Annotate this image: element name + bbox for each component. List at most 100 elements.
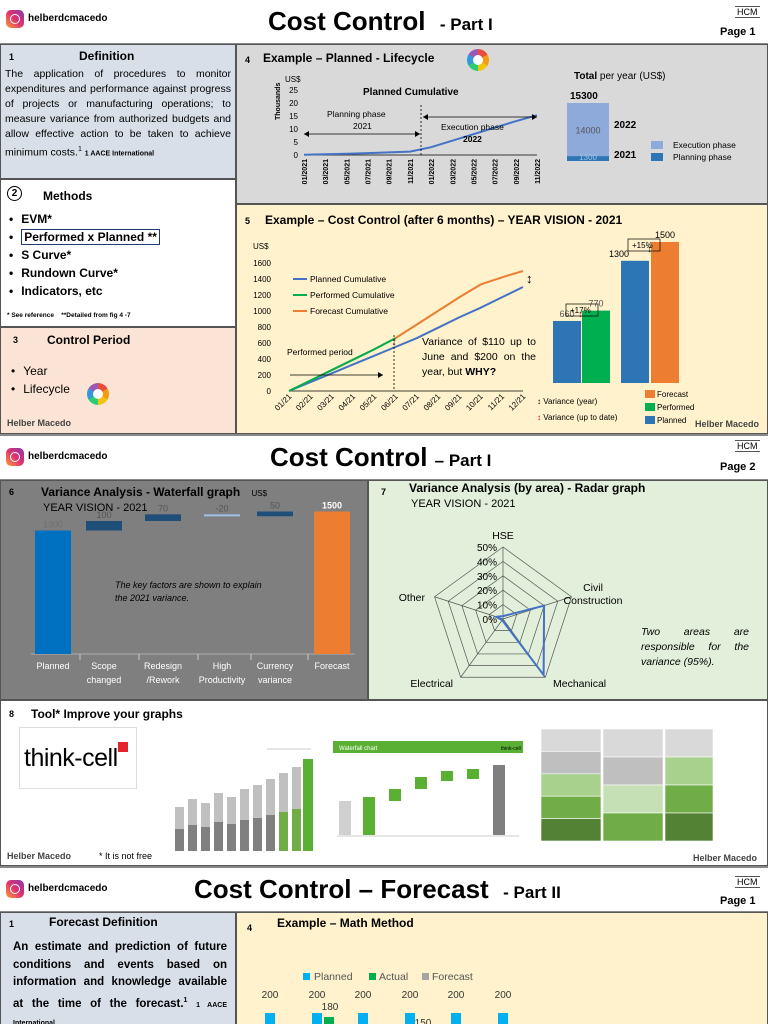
thumb-segment <box>602 812 664 842</box>
waterfall-bar <box>204 514 240 517</box>
legend-exec: Execution phase <box>673 140 736 150</box>
thumbnail-stacked-bars <box>165 739 325 859</box>
thumb-bar <box>467 769 479 779</box>
y-tick-label: 800 <box>258 323 272 332</box>
panel-title: Control Period <box>47 333 131 347</box>
thumb-segment <box>541 773 602 797</box>
waterfall-value-label: 50 <box>270 501 280 511</box>
radar-note: Two areas are responsible for the varian… <box>641 626 749 668</box>
waterfall-chart: 1300 Planned 100 Scope changed 70 Redesign/Rew… <box>31 501 355 685</box>
bar-2021 <box>567 156 609 161</box>
panel-number: 1 <box>9 52 15 62</box>
instagram-handle[interactable]: helberdcmacedo <box>28 451 108 462</box>
radar-ring-label: 20% <box>477 586 497 597</box>
planning-phase-label: Planning phase <box>327 109 386 119</box>
x-tick-label: 09/2022 <box>514 159 521 184</box>
radar-ring <box>447 560 559 666</box>
y-tick-label: 20 <box>289 99 298 108</box>
actual-bar <box>324 1017 334 1024</box>
thumb-bar <box>214 822 223 851</box>
waterfall-note: The key factors are shown to explain the… <box>115 580 262 603</box>
page1-header: helberdcmacedo Cost Control - Part I HCM… <box>0 0 768 44</box>
thumb-segment <box>541 795 602 819</box>
radar-ring-label: 10% <box>477 601 497 612</box>
y-tick-label: 0 <box>267 387 272 396</box>
radar-ring-label: 40% <box>477 557 497 568</box>
method-item: S Curve* <box>9 248 160 262</box>
page-title: Cost Control - Part I <box>268 6 493 37</box>
instagram-handle[interactable]: helberdcmacedo <box>28 13 108 24</box>
author-name: Helber Macedo <box>7 418 72 428</box>
x-tick-label: 01/2022 <box>429 159 436 184</box>
panel-number: 4 <box>247 923 253 933</box>
definition-panel: 1 Definition The application of procedur… <box>0 44 236 179</box>
panel-title: Forecast Definition <box>49 915 158 929</box>
thumb-bar <box>227 824 236 851</box>
radar-spoke <box>460 618 504 678</box>
thumb-segment <box>602 756 664 786</box>
y-tick-label: 0 <box>294 151 299 160</box>
panel-number: 5 <box>245 216 251 226</box>
math-method-chart: Planned Actual Forecast 200 200 200 200 200 2… <box>262 971 512 1024</box>
y-tick-label: 15 <box>289 112 298 121</box>
y-tick-label: 400 <box>258 355 272 364</box>
radar-axis-label: HSE <box>492 530 514 542</box>
actual-value-label: 180 <box>322 1002 339 1013</box>
waterfall-value-label: -20 <box>215 503 228 513</box>
y-tick-label: 1600 <box>253 259 271 268</box>
performed-period-label: Performed period <box>287 347 353 357</box>
control-period-panel: 3 Control Period Year Lifecycle Helber M… <box>0 327 236 434</box>
variance-text: Variance of $110 up to June and $200 on … <box>422 336 536 378</box>
thumb-bar <box>441 771 453 781</box>
panel-title: Example – Cost Control (after 6 months) … <box>265 213 623 227</box>
waterfall-category-label: Forecast <box>314 661 350 671</box>
radar-axis-label: Civil <box>583 582 603 594</box>
panel-number: 1 <box>9 919 15 929</box>
waterfall-bar <box>145 514 181 521</box>
x-tick-label: 02/21 <box>294 392 315 413</box>
method-item-highlight: Performed x Planned ** <box>9 229 160 245</box>
author-name: Helber Macedo <box>7 851 72 861</box>
thumb-brand: think-cell <box>501 746 521 752</box>
forecast-definition-panel: 1 Forecast Definition An estimate and pr… <box>0 912 236 1024</box>
legend-swatch-plan <box>651 153 663 161</box>
chart-axes: 0 5 10 15 20 25 01/2021 03/2021 05/2021 07/2021 09… <box>289 86 542 184</box>
x-tick-label: 08/21 <box>422 392 443 413</box>
waterfall-panel: 6 Variance Analysis - Waterfall graph US… <box>0 480 368 700</box>
x-tick-label: 03/2022 <box>450 159 457 184</box>
not-free-note: * It is not free <box>99 851 153 861</box>
thumb-bar <box>240 789 249 820</box>
thumb-segment <box>541 728 602 752</box>
panel-number: 7 <box>381 487 387 497</box>
radar-spoke <box>434 596 504 620</box>
forecast-value-label: 150 <box>415 1018 432 1024</box>
y-tick-label: 1200 <box>253 291 271 300</box>
waterfall-bar <box>314 511 350 654</box>
legend-forecast: Forecast Cumulative <box>310 306 388 316</box>
think-cell-logo[interactable]: think-cell <box>19 727 137 789</box>
lifecycle-icon <box>467 49 489 71</box>
total-stacked-bar: 14000 1300 <box>567 103 609 162</box>
waterfall-category-label: Planned <box>36 661 69 671</box>
x-tick-label: 12/21 <box>507 392 528 413</box>
panel-number: 8 <box>9 709 15 719</box>
page2-header: helberdcmacedo Cost Control – Part I HCM… <box>0 434 768 480</box>
thumb-bar <box>279 773 288 812</box>
chart-unit: US$ <box>285 75 301 84</box>
thumb-bar <box>175 807 184 829</box>
thumb-bar <box>253 818 262 851</box>
instagram-icon <box>6 448 24 466</box>
radar-axis-label: Electrical <box>410 678 453 690</box>
y-axis-label: Thousands <box>275 83 282 120</box>
waterfall-category-label: variance <box>258 675 292 685</box>
x-tick-label: 09/21 <box>443 392 464 413</box>
thumb-bar <box>201 827 210 851</box>
period-item: Lifecycle <box>11 382 70 396</box>
radar-axis-label: Construction <box>564 595 623 607</box>
thumb-title: Waterfall chart <box>339 746 378 752</box>
instagram-handle[interactable]: helberdcmacedo <box>28 883 108 894</box>
execution-phase-label: Execution phase <box>441 122 504 132</box>
radar-ring <box>434 546 572 678</box>
hcm-logo: HCM <box>735 6 760 18</box>
thumb-bar <box>339 801 351 835</box>
